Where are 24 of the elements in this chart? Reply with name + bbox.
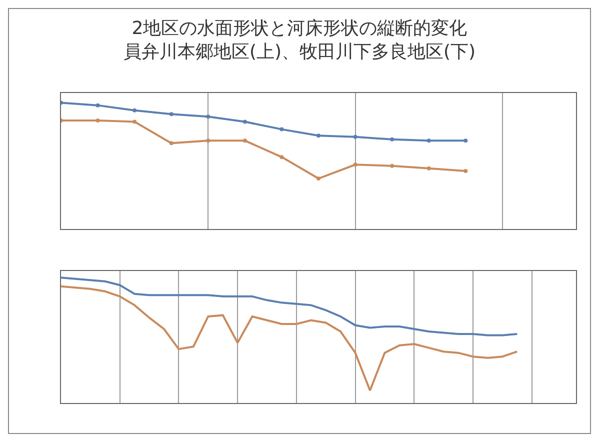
- point: [316, 176, 320, 181]
- point: [426, 138, 431, 143]
- point: [353, 162, 358, 167]
- point: [426, 166, 431, 170]
- point: [96, 103, 100, 108]
- point: [242, 120, 247, 124]
- point: [464, 168, 468, 173]
- point: [132, 108, 137, 112]
- point: [169, 141, 174, 146]
- point: [316, 134, 320, 138]
- point: [353, 134, 358, 139]
- point: [96, 118, 100, 122]
- point: [280, 127, 284, 132]
- point: [390, 137, 394, 142]
- point: [280, 155, 284, 160]
- point: [242, 138, 247, 143]
- point: [464, 138, 468, 143]
- chart-title: 2地区の水面形状と河床形状の縦断的変化: [132, 18, 468, 39]
- point: [390, 164, 394, 168]
- point: [206, 138, 210, 143]
- point: [206, 114, 210, 119]
- chart-subtitle: 員弁川本郷地区(上)、牧田川下多良地区(下): [123, 41, 476, 62]
- point: [169, 112, 174, 116]
- point: [132, 120, 137, 124]
